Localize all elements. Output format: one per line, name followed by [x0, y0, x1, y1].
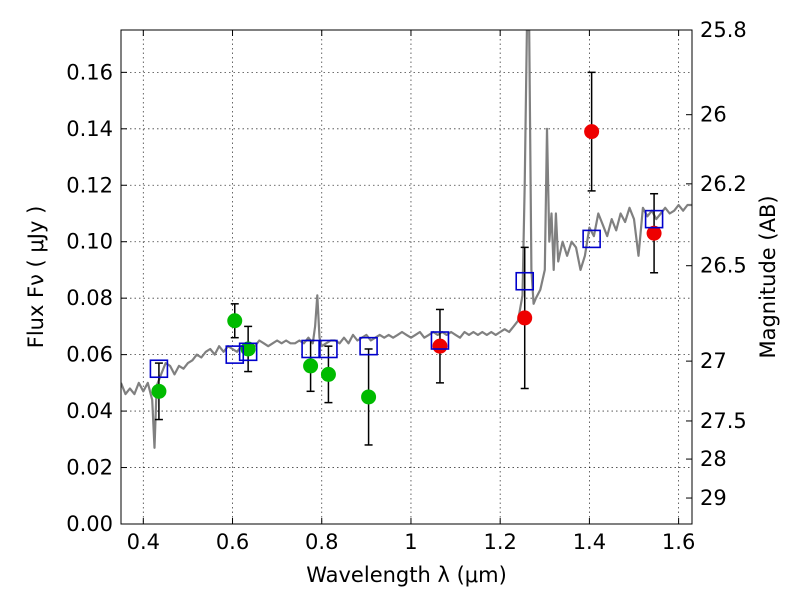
y-tick-label: 0.00 — [66, 512, 113, 536]
data-point-circle — [517, 310, 533, 326]
data-point-square — [301, 339, 320, 359]
y-tick-label: 0.08 — [66, 286, 113, 310]
y2-axis-label: Magnitude (AB) — [756, 195, 780, 358]
x-tick-label: 0.4 — [127, 530, 160, 554]
y-tick-label: 0.04 — [66, 399, 113, 423]
x-tick-label: 0.6 — [216, 530, 249, 554]
data-point-square — [238, 342, 258, 362]
y2-tick-label: 29 — [700, 486, 727, 510]
plot-frame — [120, 29, 693, 525]
data-point-square — [225, 345, 245, 364]
y2-tick-label: 26.5 — [700, 254, 747, 278]
grid-layer — [121, 30, 692, 525]
data-point-square — [149, 359, 169, 379]
data-point-circle — [361, 389, 377, 405]
y2-tick-label: 27.5 — [700, 409, 747, 433]
y2-tick-label: 27 — [700, 349, 727, 373]
data-point-circle — [240, 341, 256, 357]
data-point-circle — [151, 383, 167, 399]
y-tick-label: 0.06 — [66, 343, 113, 367]
data-point-square — [319, 339, 338, 359]
tick-layer: 0.4 0.6 0.8 1 1.2 1.4 1.6 0.00 0.02 0.04 0.06 0.08 0… — [66, 18, 747, 554]
data-point-circle — [646, 225, 662, 241]
data-point-circle — [432, 338, 448, 354]
x-tick-label: 1 — [404, 530, 417, 554]
y2-tick-label: 26.2 — [700, 172, 747, 196]
data-point-circle — [584, 124, 600, 140]
data-point-square — [644, 209, 664, 229]
y-tick-label: 0.02 — [66, 456, 113, 480]
x-tick-label: 1.2 — [483, 530, 516, 554]
data-point-square — [515, 271, 535, 291]
y2-tick-label: 28 — [700, 447, 727, 471]
series-layer — [121, 30, 692, 449]
y2-tick-label: 26 — [700, 103, 727, 127]
y-tick-label: 0.14 — [66, 117, 113, 141]
data-point-square — [359, 336, 378, 356]
x-axis-label: Wavelength λ (μm) — [306, 563, 507, 587]
label-layer: Wavelength λ (μm) Flux Fν ( μJy ) Magnit… — [24, 195, 780, 587]
y2-tick-label: 25.8 — [700, 18, 747, 42]
y-tick-label: 0.16 — [66, 60, 113, 84]
x-tick-label: 0.8 — [305, 530, 338, 554]
data-point-square — [430, 331, 450, 350]
y-axis-label: Flux Fν ( μJy ) — [24, 206, 48, 349]
y-tick-label: 0.12 — [66, 173, 113, 197]
data-point-circle — [227, 313, 243, 329]
data-point-circle — [320, 366, 336, 382]
x-tick-label: 1.4 — [573, 530, 606, 554]
data-point-circle — [303, 358, 319, 374]
spectrum-line — [121, 30, 692, 449]
x-tick-label: 1.6 — [662, 530, 695, 554]
data-point-square — [582, 229, 601, 249]
y-tick-label: 0.10 — [66, 230, 113, 254]
